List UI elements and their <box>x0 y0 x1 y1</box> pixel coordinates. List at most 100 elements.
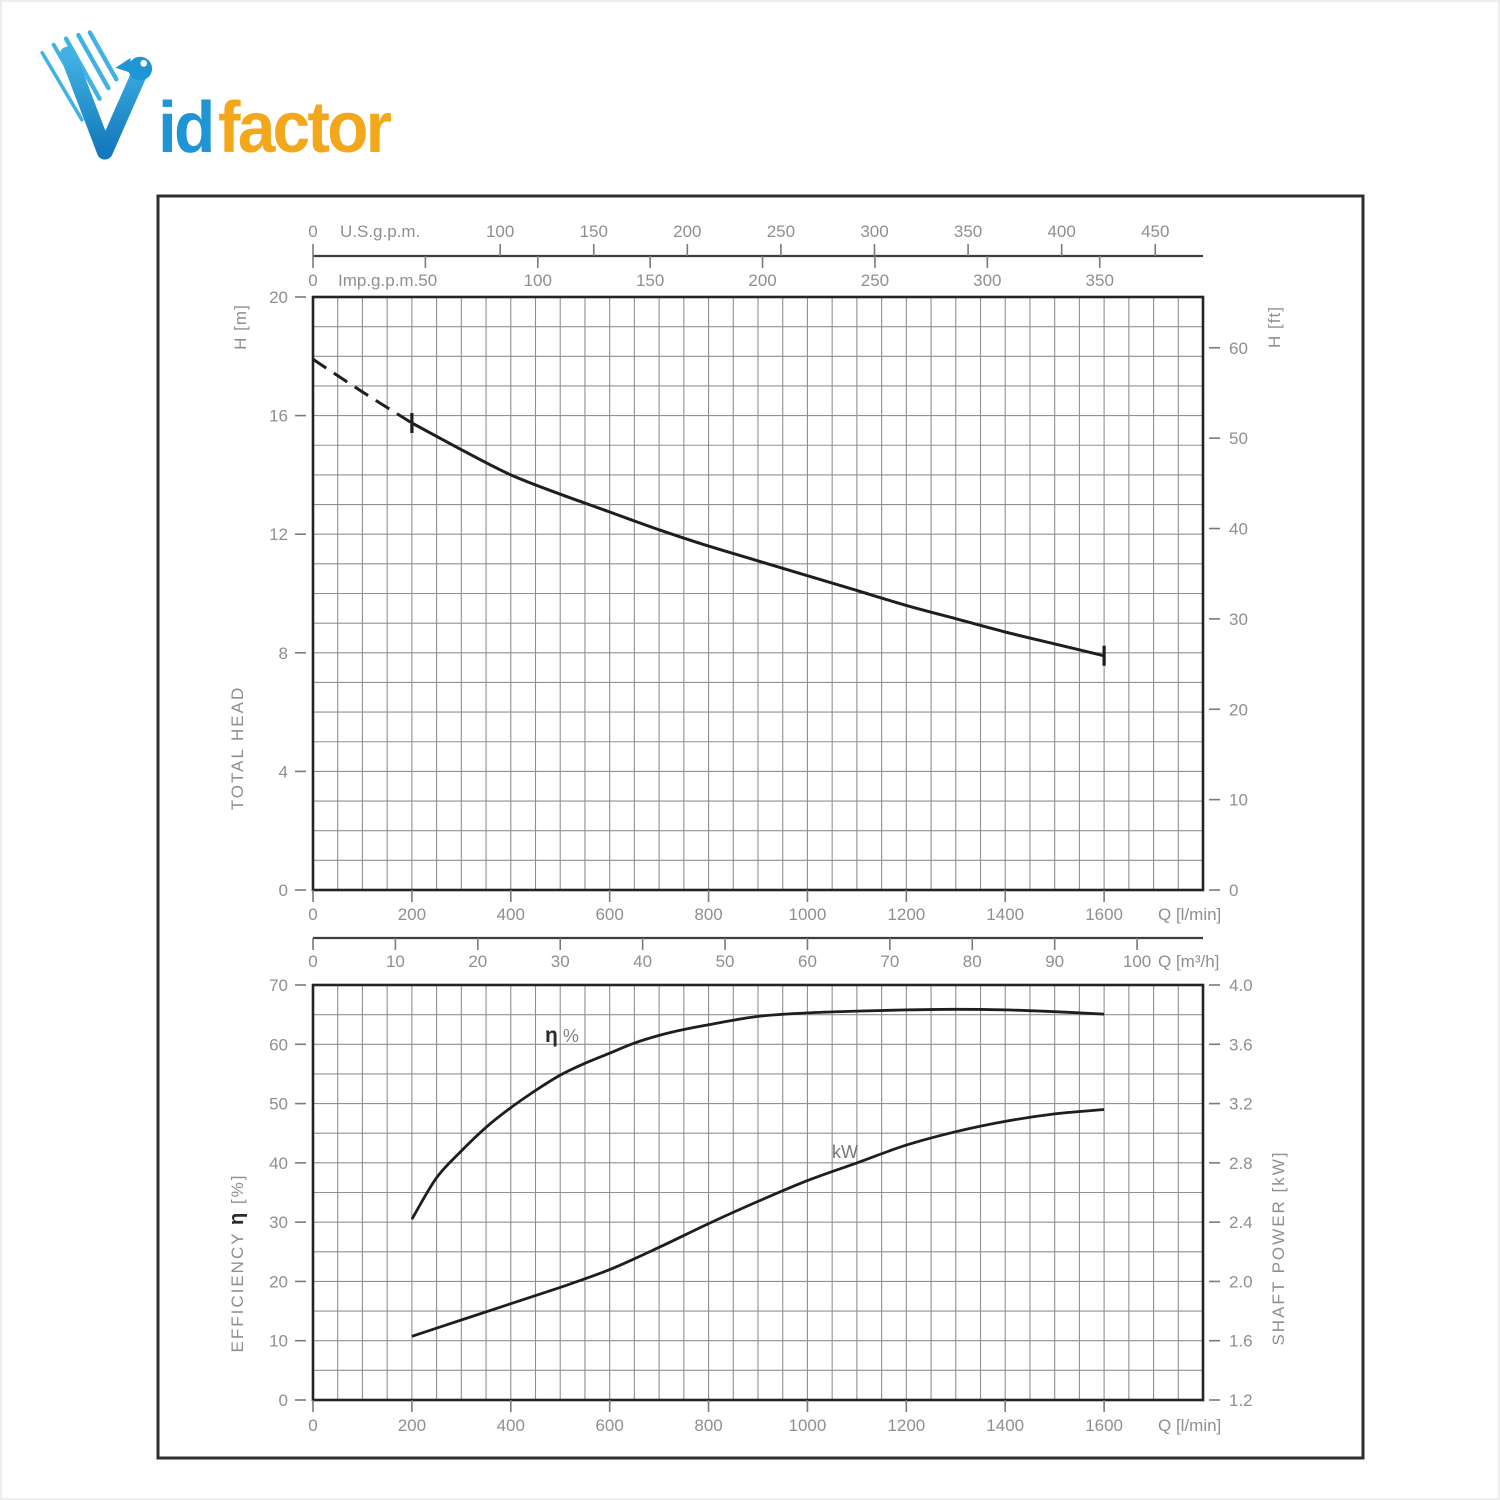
logo-text-factor: factor <box>217 87 392 168</box>
power-kw-tick-label: 2.8 <box>1229 1154 1253 1173</box>
us-gpm-axis-name: U.S.g.p.m. <box>340 222 420 241</box>
head-ft-tick-label: 10 <box>1229 791 1248 810</box>
head-m-tick-label: 20 <box>269 288 288 307</box>
us-gpm-tick-label: 200 <box>673 222 701 241</box>
efficiency-tick-label: 50 <box>269 1095 288 1114</box>
head-m-tick-label: 8 <box>279 644 288 663</box>
head-right-axis: 0 10 20 30 40 50 60 <box>1209 339 1248 900</box>
efficiency-tick-label: 70 <box>269 976 288 995</box>
flow-m3h-tick-label: 0 <box>308 952 317 971</box>
head-m-tick-label: 0 <box>279 881 288 900</box>
us-gpm-tick-label: 150 <box>580 222 608 241</box>
imp-gpm-tick-label: 0 <box>308 271 317 290</box>
efficiency-curve <box>410 1007 1105 1220</box>
bird-eye-icon <box>140 59 148 67</box>
gpm-axis: 0 100 150 200 250 300 350 400 450 U.S.g.p.m. 0 100 1… <box>308 222 1203 290</box>
head-bottom-axis: 0 200 400 600 800 1000 1200 1400 1600 Q [l/min] <box>308 890 1221 924</box>
letter-v-shape <box>59 46 147 160</box>
flow-lmin-tick-label: 1200 <box>887 905 925 924</box>
head-ft-tick-label: 60 <box>1229 339 1248 358</box>
eff-chart-frame <box>311 983 1205 1402</box>
head-ft-tick-label: 20 <box>1229 700 1248 719</box>
imp-gpm-tick-label: 100 <box>524 271 552 290</box>
head-m-tick-label: 16 <box>269 407 288 426</box>
us-gpm-tick-label: 450 <box>1141 222 1169 241</box>
power-kw-tick-label: 2.0 <box>1229 1272 1253 1291</box>
imp-gpm-axis-name: Imp.g.p.m.50 <box>338 271 437 290</box>
flow-lmin-tick-label: 1400 <box>986 905 1024 924</box>
head-ft-tick-label: 0 <box>1229 881 1238 900</box>
us-gpm-tick-label: 400 <box>1047 222 1075 241</box>
flow-lmin-tick-label: 400 <box>497 1416 525 1435</box>
power-kw-tick-label: 1.6 <box>1229 1332 1253 1351</box>
efficiency-tick-label: 10 <box>269 1332 288 1351</box>
flow-lmin-tick-label: 600 <box>595 1416 623 1435</box>
flow-lmin-tick-label: 1000 <box>789 1416 827 1435</box>
power-kw-tick-label: 3.2 <box>1229 1095 1253 1114</box>
shaft-power-curve <box>411 1108 1105 1338</box>
head-chart-grid <box>312 296 1204 891</box>
flow-m3h-tick-label: 100 <box>1123 952 1151 971</box>
efficiency-tick-label: 60 <box>269 1035 288 1054</box>
head-ft-tick-label: 50 <box>1229 429 1248 448</box>
head-ft-axis-unit: H [ft] <box>1265 306 1284 348</box>
flow-lmin-tick-label: 800 <box>694 1416 722 1435</box>
head-ft-tick-label: 40 <box>1229 520 1248 539</box>
flow-lmin-tick-label: 200 <box>398 1416 426 1435</box>
head-dashed-curve <box>312 358 413 425</box>
power-kw-tick-label: 2.4 <box>1229 1213 1253 1232</box>
power-kw-tick-label: 4.0 <box>1229 976 1253 995</box>
flow-lmin-axis-name: Q [l/min] <box>1158 1416 1221 1435</box>
flow-lmin-tick-label: 1600 <box>1085 1416 1123 1435</box>
us-gpm-tick-label: 100 <box>486 222 514 241</box>
flow-lmin-axis-name: Q [l/min] <box>1158 905 1221 924</box>
flow-lmin-tick-label: 1400 <box>986 1416 1024 1435</box>
flow-lmin-tick-label: 600 <box>595 905 623 924</box>
imp-gpm-tick-label: 150 <box>636 271 664 290</box>
m3h-axis: 0 10 20 30 40 50 60 70 80 90 100 Q [m³/h] <box>308 936 1219 971</box>
efficiency-tick-label: 40 <box>269 1154 288 1173</box>
flow-lmin-tick-label: 0 <box>308 1416 317 1435</box>
flow-m3h-tick-label: 40 <box>633 952 652 971</box>
eff-left-axis: 0 10 20 30 40 50 60 70 <box>269 976 306 1410</box>
total-head-axis-name: TOTAL HEAD <box>228 686 247 811</box>
flow-m3h-tick-label: 20 <box>468 952 487 971</box>
flow-m3h-tick-label: 70 <box>880 952 899 971</box>
power-kw-tick-label: 3.6 <box>1229 1035 1253 1054</box>
flow-m3h-tick-label: 90 <box>1045 952 1064 971</box>
flow-m3h-tick-label: 60 <box>798 952 817 971</box>
imp-gpm-tick-label: 300 <box>973 271 1001 290</box>
logo-text-id: id <box>158 87 215 168</box>
head-m-tick-label: 12 <box>269 525 288 544</box>
flow-lmin-tick-label: 800 <box>694 905 722 924</box>
flow-m3h-axis-name: Q [m³/h] <box>1158 952 1219 971</box>
vidfactor-logo: id factor <box>36 26 400 166</box>
flow-lmin-tick-label: 1000 <box>789 905 827 924</box>
efficiency-tick-label: 30 <box>269 1213 288 1232</box>
flow-m3h-tick-label: 80 <box>963 952 982 971</box>
head-ft-tick-label: 30 <box>1229 610 1248 629</box>
diagram-border <box>156 194 1365 1460</box>
flow-m3h-tick-label: 30 <box>551 952 570 971</box>
head-m-axis-unit: H [m] <box>231 304 250 350</box>
bird-beak-icon <box>115 58 132 74</box>
flow-lmin-tick-label: 0 <box>308 905 317 924</box>
efficiency-curve-label: η % <box>545 1024 579 1047</box>
power-right-axis: 4.0 3.6 3.2 2.8 2.4 2.0 1.6 1.2 <box>1209 976 1253 1410</box>
imp-gpm-tick-label: 200 <box>748 271 776 290</box>
efficiency-axis-name: EFFICIENCY η [%] <box>226 1174 248 1353</box>
eff-bottom-axis: 0 200 400 600 800 1000 1200 1400 1600 Q [l/min] <box>308 1400 1221 1435</box>
us-gpm-tick-label: 300 <box>860 222 888 241</box>
imp-gpm-tick-label: 350 <box>1086 271 1114 290</box>
shaft-power-axis-name: SHAFT POWER [kW] <box>1269 1150 1288 1345</box>
us-gpm-tick-label: 350 <box>954 222 982 241</box>
eff-chart-grid <box>312 984 1204 1401</box>
head-m-tick-label: 4 <box>279 762 288 781</box>
flow-lmin-tick-label: 1200 <box>887 1416 925 1435</box>
vidfactor-bird-icon <box>40 30 153 160</box>
efficiency-tick-label: 20 <box>269 1272 288 1291</box>
imp-gpm-tick-label: 250 <box>861 271 889 290</box>
head-solid-curve <box>411 421 1105 658</box>
